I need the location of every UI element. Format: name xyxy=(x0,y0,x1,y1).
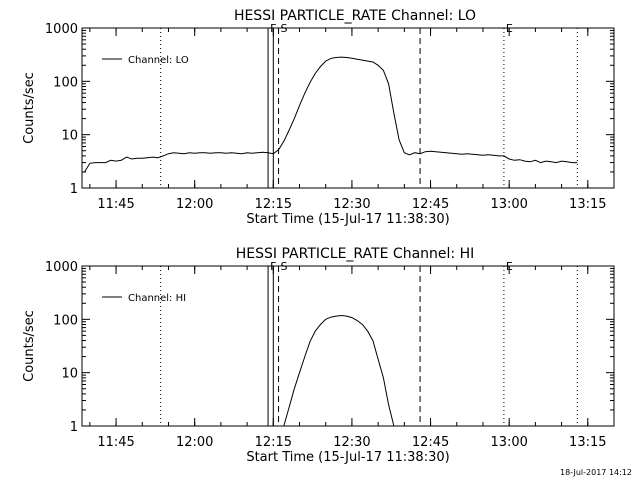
y-axis-label: Counts/sec xyxy=(22,72,37,144)
plot-frame xyxy=(81,265,615,427)
y-tick-label: 100 xyxy=(53,313,78,328)
y-axis-label: Counts/sec xyxy=(22,310,37,382)
chart-title: HESSI PARTICLE_RATE Channel: LO xyxy=(234,8,476,24)
chart-title: HESSI PARTICLE_RATE Channel: HI xyxy=(236,246,474,262)
x-tick-label: 12:00 xyxy=(176,435,213,450)
x-tick-label: 11:45 xyxy=(97,197,134,212)
x-tick-label: 12:45 xyxy=(412,197,449,212)
x-tick-label: 13:15 xyxy=(569,197,606,212)
x-tick-label: 12:15 xyxy=(255,435,292,450)
marker-label: E xyxy=(506,22,513,35)
x-axis-label: Start Time (15-Jul-17 11:38:30) xyxy=(246,212,449,227)
series-line xyxy=(283,314,395,427)
plot-frame xyxy=(81,27,615,189)
marker-label: S xyxy=(281,22,288,35)
y-tick-label: 1 xyxy=(70,182,78,197)
x-tick-label: 13:00 xyxy=(490,197,527,212)
x-tick-label: 12:45 xyxy=(412,435,449,450)
marker-label: S xyxy=(281,260,288,273)
marker-label: E xyxy=(506,260,513,273)
panel-hi: HESSI PARTICLE_RATE Channel: HI Counts/se… xyxy=(22,246,615,465)
x-tick-label: 12:30 xyxy=(333,435,370,450)
legend-label: Channel: LO xyxy=(128,55,189,66)
y-tick-label: 1 xyxy=(70,420,78,435)
panel-lo: HESSI PARTICLE_RATE Channel: LO Counts/se… xyxy=(22,8,615,227)
x-tick-label: 12:30 xyxy=(333,197,370,212)
y-tick-label: 100 xyxy=(53,75,78,90)
legend-label: Channel: HI xyxy=(128,293,186,304)
y-tick-label: 1000 xyxy=(45,22,78,37)
x-tick-label: 13:15 xyxy=(569,435,606,450)
y-tick-label: 10 xyxy=(61,129,78,144)
y-tick-label: 10 xyxy=(61,367,78,382)
series-line xyxy=(84,56,578,173)
x-tick-label: 13:00 xyxy=(490,435,527,450)
footer-timestamp: 18-Jul-2017 14:12 xyxy=(559,468,632,477)
x-tick-label: 12:15 xyxy=(255,197,292,212)
x-tick-label: 11:45 xyxy=(97,435,134,450)
y-tick-label: 1000 xyxy=(45,260,78,275)
x-tick-label: 12:00 xyxy=(176,197,213,212)
x-axis-label: Start Time (15-Jul-17 11:38:30) xyxy=(246,450,449,465)
